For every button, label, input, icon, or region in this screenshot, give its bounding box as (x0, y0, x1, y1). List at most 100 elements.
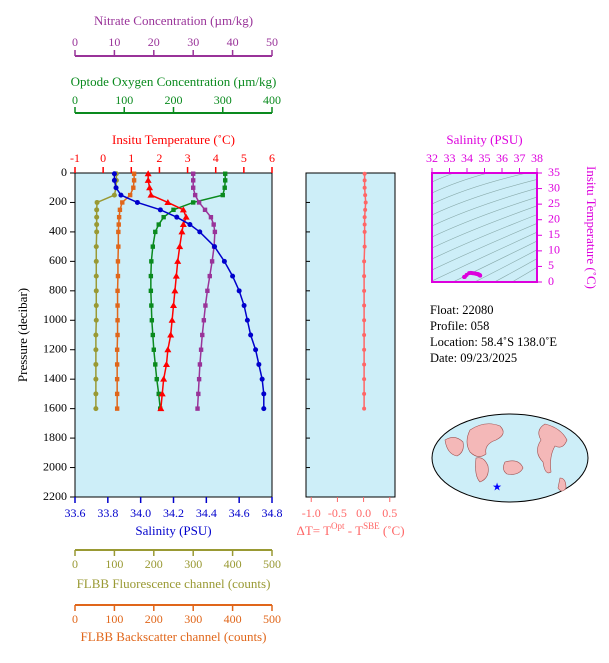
point (157, 207, 163, 213)
y-tick-label: 1200 (43, 341, 67, 355)
x-tick-label: 0 (72, 557, 78, 571)
point (164, 346, 172, 353)
x-tick-label: 4 (213, 151, 219, 165)
point (94, 222, 100, 228)
x-tick-label: 5 (241, 151, 247, 165)
point (127, 192, 133, 198)
point (362, 229, 367, 234)
x-tick-label: 34.0 (130, 506, 151, 520)
point (362, 244, 367, 249)
density-contour (432, 187, 537, 227)
x-tick-label: -0.5 (328, 506, 347, 520)
point (362, 215, 367, 220)
y-tick-label: 0 (548, 274, 554, 288)
point (115, 288, 120, 294)
y-tick-label: 5 (548, 258, 554, 272)
point (114, 362, 120, 367)
density-contour (511, 267, 537, 282)
point (164, 198, 172, 205)
x-axis-title-part: Opt (331, 521, 345, 531)
point (362, 303, 367, 308)
point (362, 318, 367, 323)
x-tick-label: 36 (496, 151, 508, 165)
x-tick-label: 400 (224, 612, 242, 626)
point (201, 318, 207, 323)
point (111, 177, 117, 183)
point (171, 287, 179, 294)
point (192, 192, 198, 198)
point (150, 244, 156, 249)
point (208, 214, 214, 220)
x-tick-label: 100 (115, 93, 133, 107)
point (222, 185, 227, 190)
x-tick-label: 32 (426, 151, 438, 165)
point (116, 214, 122, 220)
density-contour (432, 231, 537, 282)
point (196, 200, 202, 205)
float-info: Date: 09/23/2025 (430, 351, 517, 365)
x-tick-label: 40 (227, 35, 239, 49)
y-tick-label: 25 (548, 196, 560, 210)
point (93, 273, 99, 279)
point (212, 229, 218, 235)
point (211, 222, 216, 227)
x-tick-label: 300 (214, 93, 232, 107)
point (220, 192, 225, 198)
point (93, 332, 99, 338)
point (116, 244, 121, 249)
point (363, 200, 368, 205)
point (93, 303, 99, 309)
x-tick-label: 34.4 (196, 506, 217, 520)
point (144, 170, 152, 177)
point (191, 200, 196, 205)
point (223, 171, 228, 176)
point (115, 318, 120, 323)
point (115, 303, 120, 308)
x-tick-label: 400 (224, 557, 242, 571)
point (174, 214, 180, 220)
y-tick-label: 800 (49, 283, 67, 297)
point (179, 221, 187, 228)
x-axis-title: Optode Oxygen Concentration (µm/kg) (71, 74, 277, 89)
point (150, 332, 156, 338)
point (191, 185, 196, 190)
x-tick-label: 0 (100, 151, 106, 165)
point (248, 332, 254, 338)
x-axis-title: Nitrate Concentration (µm/kg) (94, 13, 253, 28)
point (187, 222, 193, 228)
x-axis-title: Salinity (PSU) (135, 523, 211, 538)
x-axis-title: FLBB Fluorescence channel (counts) (77, 576, 271, 591)
y-tick-label: 35 (548, 165, 560, 179)
y-tick-label: 10 (548, 243, 560, 257)
y-tick-label: 1800 (43, 430, 67, 444)
point (362, 406, 367, 411)
y-tick-label: 1400 (43, 371, 67, 385)
point (195, 406, 200, 411)
y-tick-label: 2200 (43, 489, 67, 503)
x-tick-label: 0.5 (382, 506, 397, 520)
x-tick-label: 300 (184, 612, 202, 626)
x-tick-label: 33.6 (65, 506, 86, 520)
x-tick-label: 400 (263, 93, 281, 107)
x-tick-label: 0 (72, 35, 78, 49)
x-tick-label: 34.8 (262, 506, 283, 520)
x-tick-label: 1 (128, 151, 134, 165)
point (93, 288, 99, 294)
y-tick-label: 30 (548, 180, 560, 194)
x-axis-title: Insitu Temperature (˚C) (112, 132, 235, 147)
point (93, 406, 99, 412)
point (149, 259, 154, 264)
point (153, 229, 158, 235)
x-tick-label: 500 (263, 557, 281, 571)
x-tick-label: 100 (105, 612, 123, 626)
float-info: Float: 22080 (430, 303, 494, 317)
point (178, 228, 186, 235)
point (93, 361, 99, 367)
point (93, 376, 99, 382)
x-tick-label: 38 (531, 151, 543, 165)
point (362, 333, 367, 337)
x-tick-label: 0 (72, 93, 78, 107)
point (179, 206, 187, 213)
x-tick-label: 200 (145, 612, 163, 626)
point (156, 222, 161, 227)
